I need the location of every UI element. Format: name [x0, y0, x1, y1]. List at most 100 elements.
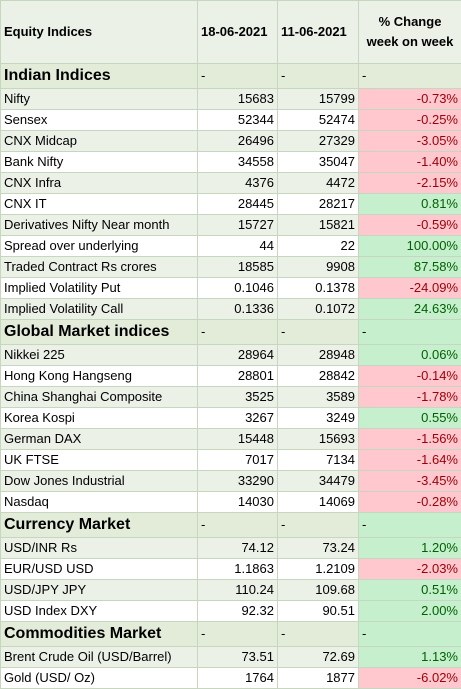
pct-change-cell: -1.64% — [358, 449, 461, 471]
previous-value-cell: 28842 — [277, 365, 359, 387]
previous-value-cell: 14069 — [277, 491, 359, 513]
pct-change-cell: 87.58% — [358, 256, 461, 278]
section-dash: - — [197, 512, 278, 538]
section-dash: - — [197, 319, 278, 345]
index-name-cell: Nifty — [0, 88, 198, 110]
section-header-row: Global Market indices - - - — [0, 319, 461, 345]
pct-change-cell: -1.40% — [358, 151, 461, 173]
index-name-cell: Nasdaq — [0, 491, 198, 513]
section-dash: - — [358, 63, 461, 89]
table-row: Spread over underlying 44 22 100.00% — [0, 235, 461, 257]
pct-change-cell: 1.20% — [358, 537, 461, 559]
current-value-cell: 28964 — [197, 344, 278, 366]
table-row: Nikkei 225 28964 28948 0.06% — [0, 344, 461, 366]
previous-value-cell: 15693 — [277, 428, 359, 450]
section-header-row: Currency Market - - - — [0, 512, 461, 538]
pct-change-cell: -24.09% — [358, 277, 461, 299]
index-name-cell: Sensex — [0, 109, 198, 131]
previous-value-cell: 109.68 — [277, 579, 359, 601]
current-value-cell: 52344 — [197, 109, 278, 131]
table-row: Brent Crude Oil (USD/Barrel) 73.51 72.69 1.… — [0, 646, 461, 668]
section-dash: - — [197, 63, 278, 89]
section-title: Currency Market — [0, 512, 198, 538]
index-name-cell: Bank Nifty — [0, 151, 198, 173]
current-value-cell: 92.32 — [197, 600, 278, 622]
current-value-cell: 7017 — [197, 449, 278, 471]
index-name-cell: CNX Midcap — [0, 130, 198, 152]
pct-change-cell: -1.56% — [358, 428, 461, 450]
index-name-cell: Brent Crude Oil (USD/Barrel) — [0, 646, 198, 668]
current-value-cell: 26496 — [197, 130, 278, 152]
section-header-row: Commodities Market - - - — [0, 621, 461, 647]
pct-change-cell: 0.81% — [358, 193, 461, 215]
table-row: Korea Kospi 3267 3249 0.55% — [0, 407, 461, 429]
current-value-cell: 28801 — [197, 365, 278, 387]
previous-value-cell: 15799 — [277, 88, 359, 110]
table-row: EUR/USD USD 1.1863 1.2109 -2.03% — [0, 558, 461, 580]
index-name-cell: EUR/USD USD — [0, 558, 198, 580]
index-name-cell: UK FTSE — [0, 449, 198, 471]
index-name-cell: Gold (USD/ Oz) — [0, 667, 198, 689]
table-row: German DAX 15448 15693 -1.56% — [0, 428, 461, 450]
current-value-cell: 0.1336 — [197, 298, 278, 320]
current-value-cell: 28445 — [197, 193, 278, 215]
table-row: Bank Nifty 34558 35047 -1.40% — [0, 151, 461, 173]
previous-value-cell: 3589 — [277, 386, 359, 408]
current-value-cell: 1764 — [197, 667, 278, 689]
current-value-cell: 44 — [197, 235, 278, 257]
previous-value-cell: 1877 — [277, 667, 359, 689]
index-name-cell: USD/INR Rs — [0, 537, 198, 559]
current-value-cell: 15448 — [197, 428, 278, 450]
current-value-cell: 1.1863 — [197, 558, 278, 580]
current-value-cell: 74.12 — [197, 537, 278, 559]
table-row: Sensex 52344 52474 -0.25% — [0, 109, 461, 131]
pct-change-cell: -0.59% — [358, 214, 461, 236]
previous-value-cell: 3249 — [277, 407, 359, 429]
header-pct-change: % Change week on week — [358, 0, 461, 64]
previous-value-cell: 1.2109 — [277, 558, 359, 580]
section-dash: - — [277, 621, 359, 647]
current-value-cell: 3525 — [197, 386, 278, 408]
index-name-cell: Derivatives Nifty Near month — [0, 214, 198, 236]
previous-value-cell: 27329 — [277, 130, 359, 152]
previous-value-cell: 90.51 — [277, 600, 359, 622]
previous-value-cell: 0.1072 — [277, 298, 359, 320]
index-name-cell: Nikkei 225 — [0, 344, 198, 366]
previous-value-cell: 73.24 — [277, 537, 359, 559]
pct-change-cell: -3.45% — [358, 470, 461, 492]
index-name-cell: CNX IT — [0, 193, 198, 215]
table-row: USD Index DXY 92.32 90.51 2.00% — [0, 600, 461, 622]
index-name-cell: Implied Volatility Call — [0, 298, 198, 320]
table-row: Traded Contract Rs crores 18585 9908 87.58% — [0, 256, 461, 278]
section-dash: - — [358, 319, 461, 345]
table-row: Hong Kong Hangseng 28801 28842 -0.14% — [0, 365, 461, 387]
index-name-cell: Traded Contract Rs crores — [0, 256, 198, 278]
previous-value-cell: 28217 — [277, 193, 359, 215]
table-row: CNX IT 28445 28217 0.81% — [0, 193, 461, 215]
table-row: Implied Volatility Put 0.1046 0.1378 -24.09… — [0, 277, 461, 299]
previous-value-cell: 52474 — [277, 109, 359, 131]
pct-change-cell: -1.78% — [358, 386, 461, 408]
current-value-cell: 110.24 — [197, 579, 278, 601]
current-value-cell: 0.1046 — [197, 277, 278, 299]
previous-value-cell: 15821 — [277, 214, 359, 236]
current-value-cell: 4376 — [197, 172, 278, 194]
previous-value-cell: 22 — [277, 235, 359, 257]
pct-change-cell: 100.00% — [358, 235, 461, 257]
pct-change-cell: -0.25% — [358, 109, 461, 131]
table-row: Implied Volatility Call 0.1336 0.1072 24.63… — [0, 298, 461, 320]
index-name-cell: Hong Kong Hangseng — [0, 365, 198, 387]
header-date-previous: 11-06-2021 — [277, 0, 359, 64]
pct-change-cell: -3.05% — [358, 130, 461, 152]
table-row: CNX Midcap 26496 27329 -3.05% — [0, 130, 461, 152]
pct-change-cell: 2.00% — [358, 600, 461, 622]
table-row: CNX Infra 4376 4472 -2.15% — [0, 172, 461, 194]
current-value-cell: 34558 — [197, 151, 278, 173]
previous-value-cell: 35047 — [277, 151, 359, 173]
current-value-cell: 3267 — [197, 407, 278, 429]
current-value-cell: 33290 — [197, 470, 278, 492]
section-title: Global Market indices — [0, 319, 198, 345]
pct-change-cell: 0.55% — [358, 407, 461, 429]
